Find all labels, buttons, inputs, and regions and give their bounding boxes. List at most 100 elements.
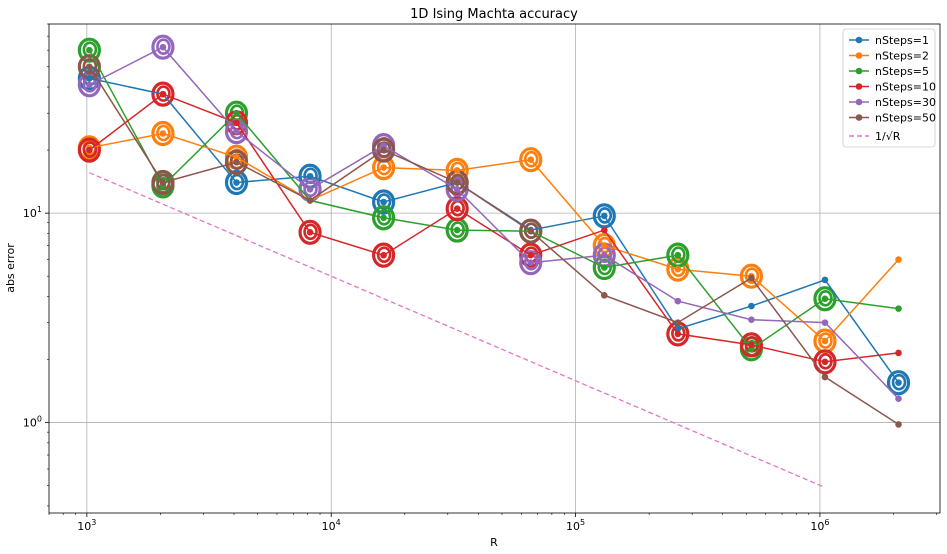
chart-title: 1D Ising Machta accuracy <box>410 7 578 22</box>
series-2 <box>86 46 902 353</box>
series-1 <box>86 130 902 345</box>
data-point <box>233 109 240 117</box>
legend-marker <box>855 114 863 121</box>
data-point <box>674 297 682 305</box>
data-point <box>748 302 755 310</box>
series-3 <box>86 90 902 366</box>
legend-item: nSteps=10 <box>849 81 936 94</box>
series-6 <box>89 172 826 489</box>
data-point <box>159 90 167 98</box>
data-point <box>821 295 829 303</box>
highlight-ring-inner <box>303 180 318 198</box>
data-point <box>821 337 829 345</box>
legend-label: nSteps=50 <box>875 112 936 125</box>
data-point <box>159 130 167 137</box>
grid <box>49 24 940 513</box>
data-point <box>527 251 535 259</box>
highlight-ring <box>224 169 249 196</box>
highlight-ring-inner <box>82 57 98 75</box>
highlight-ring <box>151 81 175 107</box>
data-point <box>86 81 93 89</box>
highlight-ring <box>372 137 396 163</box>
data-point <box>895 305 902 312</box>
axis-ticks: 103 104 105 106 100 101 <box>23 23 937 533</box>
highlight-ring <box>739 332 764 358</box>
highlight-ring-inner <box>376 193 392 210</box>
data-point <box>748 316 755 323</box>
series-line <box>89 46 900 400</box>
highlight-ring <box>372 205 396 231</box>
highlight-ring-inner <box>156 38 171 55</box>
legend-label: nSteps=2 <box>875 50 929 63</box>
y-tick-label: 100 <box>23 415 42 430</box>
legend-label: nSteps=1 <box>875 34 929 47</box>
data-point <box>895 256 902 263</box>
data-point <box>895 421 902 428</box>
data-point <box>233 128 240 135</box>
highlight-ring <box>372 189 396 215</box>
data-point <box>895 379 902 387</box>
data-point <box>306 185 314 193</box>
highlight-ring <box>519 250 543 276</box>
highlight-ring-inner <box>671 246 686 263</box>
data-point <box>233 153 240 161</box>
data-point <box>453 179 461 186</box>
data-point <box>380 251 387 259</box>
data-point <box>600 226 608 234</box>
data-point <box>748 274 755 282</box>
highlight-ring <box>519 242 543 268</box>
data-point <box>453 226 461 234</box>
legend-marker <box>855 67 863 75</box>
x-tick-label: 104 <box>322 518 341 533</box>
data-point <box>674 265 682 273</box>
data-point <box>306 197 314 204</box>
highlight-ring <box>519 147 543 173</box>
data-point <box>527 156 535 163</box>
highlight-ring <box>813 286 837 312</box>
legend-marker <box>855 52 863 59</box>
highlight-ring <box>151 120 175 147</box>
data-point <box>233 119 240 127</box>
highlight-ring-inner <box>156 124 171 142</box>
series-4 <box>86 43 902 403</box>
highlight-ring-inner <box>523 150 539 168</box>
data-point <box>233 179 240 186</box>
legend: nSteps=1 nSteps=2 nSteps=5 nSteps=10 nSteps=… <box>842 28 936 148</box>
highlight-rings <box>77 34 911 396</box>
data-point <box>86 63 93 71</box>
data-point <box>600 212 608 220</box>
legend-item: nSteps=50 <box>849 112 936 125</box>
highlight-ring <box>77 37 101 63</box>
data-point <box>527 227 535 235</box>
legend-label: nSteps=5 <box>875 65 929 78</box>
highlight-ring <box>77 137 101 163</box>
legend-marker <box>855 98 863 106</box>
data-point <box>159 179 167 186</box>
data-point <box>380 164 387 171</box>
series-line <box>88 93 899 363</box>
data-point <box>86 75 93 82</box>
data-point <box>600 242 608 249</box>
highlight-ring-inner <box>376 209 392 226</box>
data-point <box>895 349 902 357</box>
series-line <box>88 49 899 350</box>
legend-label: nSteps=30 <box>875 96 936 109</box>
data-point <box>233 158 240 166</box>
highlight-ring <box>151 169 175 196</box>
series-line <box>88 66 899 426</box>
highlight-ring <box>298 219 322 245</box>
series-group <box>77 34 911 489</box>
data-point <box>306 172 314 180</box>
data-point <box>895 395 902 403</box>
x-tick-label: 103 <box>77 518 96 533</box>
series-line <box>89 172 826 489</box>
x-tick-label: 106 <box>810 518 829 533</box>
data-point <box>600 251 608 259</box>
data-point <box>821 358 829 366</box>
highlight-ring-inner <box>597 207 613 224</box>
data-point <box>159 43 167 51</box>
highlight-ring-inner <box>891 373 907 391</box>
highlight-ring-inner <box>376 246 392 263</box>
highlight-ring <box>372 242 396 268</box>
data-point <box>306 229 314 236</box>
